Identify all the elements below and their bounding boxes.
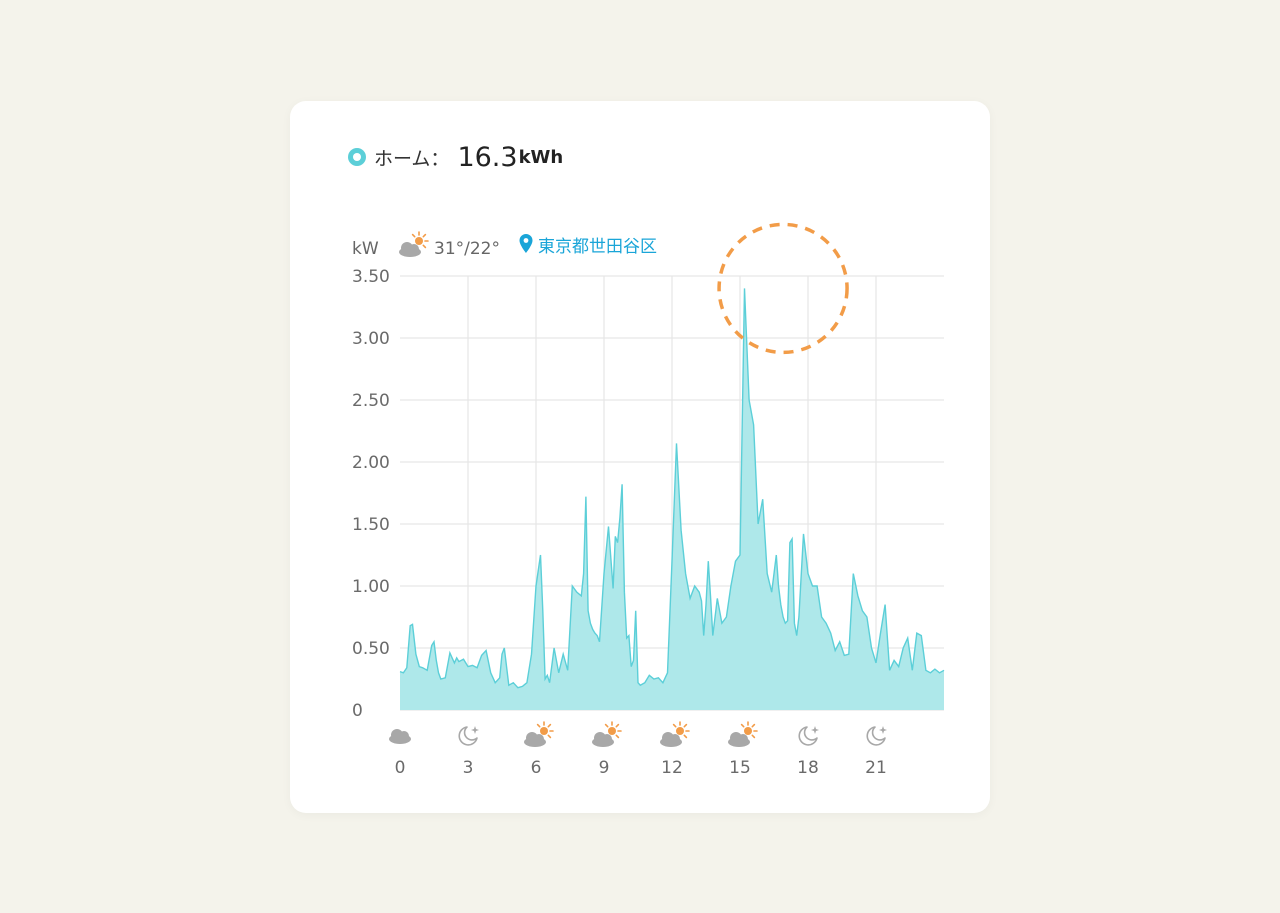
x-tick-label: 3 [463,758,474,778]
power-chart: 0 0.50 1.00 1.50 2.00 2.50 3.00 3.50 0 3 6 9 12 15 18… [352,222,945,778]
y-tick-label: 1.50 [352,515,390,535]
x-tick-label: 9 [599,758,610,778]
y-tick-label: 0.50 [352,639,390,659]
moon-icon [458,725,480,746]
y-tick-label: 2.50 [352,391,390,411]
x-tick-label: 12 [661,758,683,778]
usage-line [399,288,945,689]
x-tick-label: 21 [865,758,887,778]
y-tick-label: 2.00 [352,453,390,473]
y-axis-label: kW [352,239,379,259]
x-tick-label: 6 [531,758,542,778]
y-tick-label: 3.00 [352,329,390,349]
moon-icon [798,725,820,746]
cloud-icon [389,729,411,744]
partly-sunny-icon [660,721,690,747]
peak-highlight-circle [717,222,849,355]
x-tick-label: 15 [729,758,751,778]
usage-area [400,288,944,710]
location-name: 東京都世田谷区 [538,237,657,257]
home-marker-icon [348,148,366,166]
energy-card: ホーム： 16.3 kWh [290,101,990,813]
total-unit: kWh [518,146,564,168]
partly-sunny-icon [524,721,554,747]
temperature-range: 31°/22° [434,239,500,259]
x-tick-label: 18 [797,758,819,778]
y-tick-label: 0 [352,701,363,721]
weather-summary-icon [399,231,429,257]
total-value: 16.3 [457,141,518,173]
partly-sunny-icon [592,721,622,747]
home-label: ホーム： [374,147,450,170]
usage-header: ホーム： 16.3 kWh [348,139,563,175]
y-tick-label: 3.50 [352,267,390,287]
partly-sunny-icon [728,721,758,747]
x-tick-label: 0 [395,758,406,778]
y-tick-label: 1.00 [352,577,390,597]
location-pin-icon [519,234,533,253]
moon-icon [866,725,888,746]
